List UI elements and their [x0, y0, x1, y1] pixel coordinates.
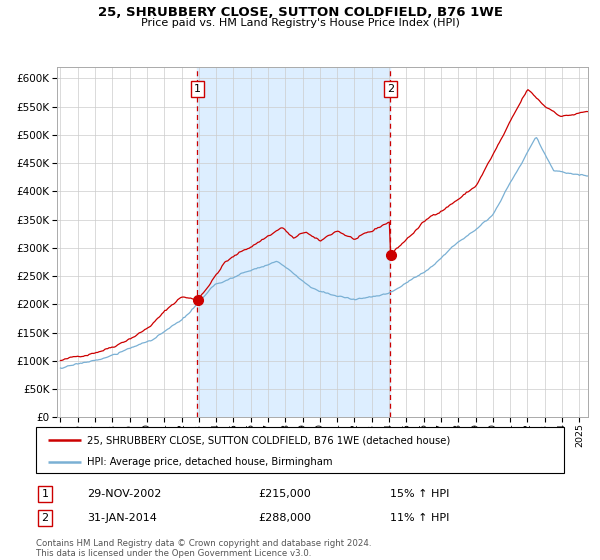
Text: 25, SHRUBBERY CLOSE, SUTTON COLDFIELD, B76 1WE (detached house): 25, SHRUBBERY CLOSE, SUTTON COLDFIELD, B…: [87, 435, 450, 445]
Text: HPI: Average price, detached house, Birmingham: HPI: Average price, detached house, Birm…: [87, 457, 332, 466]
Text: Price paid vs. HM Land Registry's House Price Index (HPI): Price paid vs. HM Land Registry's House …: [140, 18, 460, 28]
Text: £288,000: £288,000: [258, 513, 311, 523]
Text: Contains HM Land Registry data © Crown copyright and database right 2024.
This d: Contains HM Land Registry data © Crown c…: [36, 539, 371, 558]
Text: 31-JAN-2014: 31-JAN-2014: [87, 513, 157, 523]
Text: 2: 2: [41, 513, 49, 523]
Text: 29-NOV-2002: 29-NOV-2002: [87, 489, 161, 499]
Text: 15% ↑ HPI: 15% ↑ HPI: [390, 489, 449, 499]
Text: 1: 1: [194, 84, 201, 94]
Text: £215,000: £215,000: [258, 489, 311, 499]
Text: 1: 1: [41, 489, 49, 499]
Text: 2: 2: [387, 84, 394, 94]
Text: 25, SHRUBBERY CLOSE, SUTTON COLDFIELD, B76 1WE: 25, SHRUBBERY CLOSE, SUTTON COLDFIELD, B…: [97, 6, 503, 18]
Text: 11% ↑ HPI: 11% ↑ HPI: [390, 513, 449, 523]
Bar: [197, 67, 391, 417]
